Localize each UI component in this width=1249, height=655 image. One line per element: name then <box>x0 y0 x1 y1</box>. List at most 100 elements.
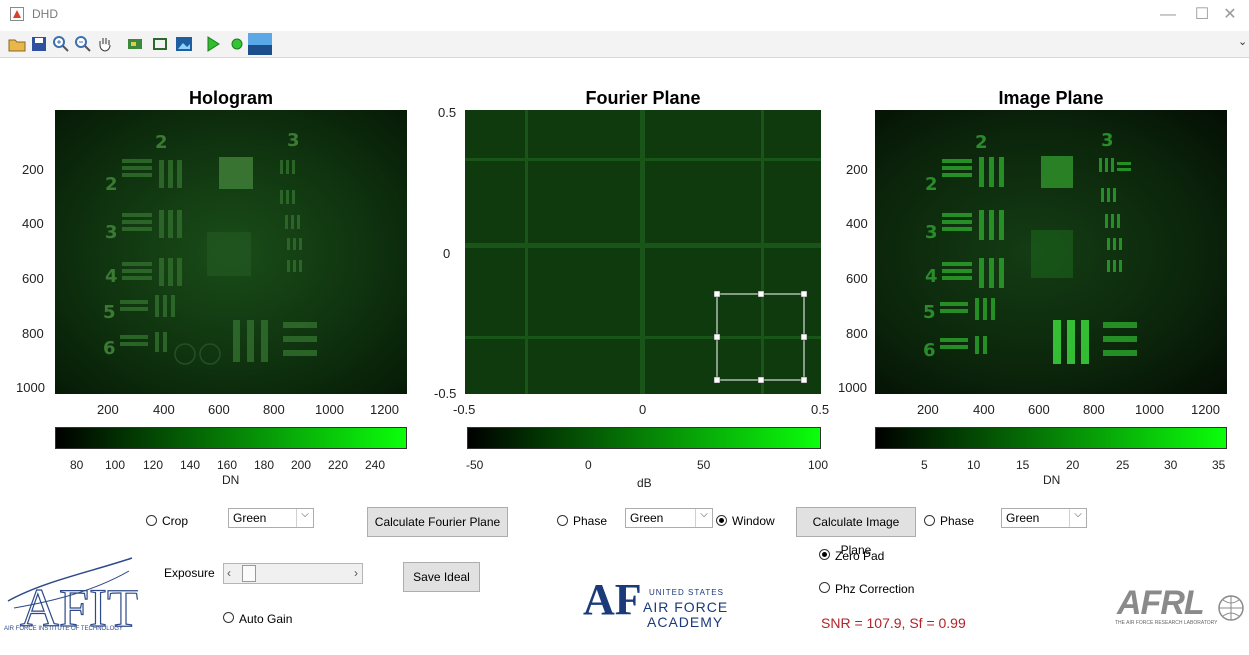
image-plane-xtick: 1000 <box>1135 402 1164 417</box>
usafa-line2: AIR FORCE <box>643 599 729 615</box>
fourier-xtick: 0.5 <box>811 402 830 417</box>
record-icon[interactable] <box>228 35 246 53</box>
crop-label: Crop <box>162 514 189 528</box>
fourier-ytick: 0.5 <box>438 105 457 120</box>
hologram-ytick: 200 <box>22 162 44 177</box>
color-select-3[interactable]: Green ⌵ <box>1001 508 1087 528</box>
zero-pad-label: Zero Pad <box>835 549 885 563</box>
image-plane-digit: 3 <box>1101 130 1114 151</box>
rectangle-icon[interactable] <box>151 35 169 53</box>
hologram-colorbar <box>55 427 407 449</box>
slider-right-arrow[interactable]: › <box>354 566 358 580</box>
collapse-toolbar-icon[interactable]: ⌄ <box>1238 36 1248 48</box>
data-cursor-icon[interactable] <box>126 35 144 53</box>
fourier-title: Fourier Plane <box>585 88 701 108</box>
fourier-colorbar <box>467 427 821 449</box>
image-plane-ytick: 1000 <box>838 380 867 395</box>
image-plane-digit: 4 <box>925 266 938 287</box>
run-icon[interactable] <box>204 35 222 53</box>
window-radio[interactable] <box>716 515 727 526</box>
fourier-cbar-tick: -50 <box>466 458 484 472</box>
slider-thumb[interactable] <box>242 565 256 582</box>
hologram-xtick: 1000 <box>315 402 344 417</box>
afrl-logo: AFRL THE AIR FORCE RESEARCH LABORATORY <box>1113 584 1247 634</box>
calculate-fourier-plane-button[interactable]: Calculate Fourier Plane <box>367 507 508 537</box>
fourier-ytick: 0 <box>443 246 451 261</box>
image-plane-digit: 6 <box>923 340 936 361</box>
image-plane-xtick: 1200 <box>1191 402 1220 417</box>
hologram-digit: 2 <box>105 174 118 195</box>
image-icon[interactable] <box>175 35 193 53</box>
crop-radio[interactable] <box>146 515 157 526</box>
color-select-2[interactable]: Green ⌵ <box>625 508 713 528</box>
chevron-down-icon: ⌵ <box>1069 509 1086 527</box>
hologram-xtick: 600 <box>208 402 230 417</box>
usafa-line1: UNITED STATES <box>649 588 724 597</box>
auto-gain-radio[interactable] <box>223 612 234 623</box>
image-plane-xtick: 600 <box>1028 402 1050 417</box>
auto-gain-label: Auto Gain <box>239 612 293 626</box>
phase-label-2: Phase <box>940 514 975 528</box>
hologram-xtick: 400 <box>153 402 175 417</box>
image-plane-image[interactable]: 2 3 2 3 4 5 6 <box>875 110 1227 394</box>
image-plane-colorbar <box>875 427 1227 449</box>
fourier-cbar-tick: 50 <box>697 458 711 472</box>
phase-radio-2[interactable] <box>924 515 935 526</box>
minimize-button[interactable]: — <box>1160 6 1176 23</box>
phz-correction-label: Phz Correction <box>835 582 915 596</box>
hologram-digit: 3 <box>105 222 118 243</box>
hologram-xtick: 1200 <box>370 402 399 417</box>
hologram-digit: 2 <box>155 132 168 153</box>
image-plane-cbar-tick: 10 <box>967 458 981 472</box>
hologram-image[interactable]: 2 3 2 3 4 5 6 <box>55 110 407 394</box>
image-plane-digit: 2 <box>975 132 988 153</box>
snr-readout: SNR = 107.9, Sf = 0.99 <box>821 615 966 631</box>
chevron-down-icon: ⌵ <box>296 509 313 527</box>
hologram-cbar-tick: 200 <box>291 458 312 472</box>
open-folder-icon[interactable] <box>8 35 26 53</box>
slider-left-arrow[interactable]: ‹ <box>227 566 231 580</box>
chevron-down-icon: ⌵ <box>695 509 712 527</box>
fourier-image[interactable] <box>465 110 821 394</box>
hologram-ytick: 400 <box>22 216 44 231</box>
exposure-slider[interactable]: ‹ › <box>223 563 363 584</box>
afit-subtitle: AIR FORCE INSTITUTE OF TECHNOLOGY <box>4 626 123 632</box>
image-plane-ytick: 800 <box>846 326 868 341</box>
image-plane-title: Image Plane <box>998 88 1104 108</box>
image-plane-cbar-tick: 20 <box>1066 458 1080 472</box>
afit-logo: AFIT AIR FORCE INSTITUTE OF TECHNOLOGY <box>4 556 138 636</box>
hologram-ytick: 800 <box>22 326 44 341</box>
zero-pad-radio[interactable] <box>819 549 830 560</box>
hologram-digit: 4 <box>105 266 118 287</box>
save-icon[interactable] <box>30 35 48 53</box>
hologram-title: Hologram <box>188 88 273 108</box>
hologram-cbar-tick: 160 <box>217 458 238 472</box>
afrl-logo-text: AFRL <box>1117 584 1205 622</box>
image-plane-ytick: 200 <box>846 162 868 177</box>
image-plane-ytick: 600 <box>846 271 868 286</box>
calculate-image-plane-button[interactable]: Calculate Image Plane <box>796 507 916 557</box>
color-select-2-value: Green <box>630 511 664 525</box>
hologram-digit: 6 <box>103 338 116 359</box>
color-select-1[interactable]: Green ⌵ <box>228 508 314 528</box>
phz-correction-radio[interactable] <box>819 582 830 593</box>
window-label: Window <box>732 514 775 528</box>
phase-radio-1[interactable] <box>557 515 568 526</box>
display-icon[interactable] <box>248 33 272 55</box>
hologram-cbar-label: DN <box>222 473 240 487</box>
fourier-cbar-tick: 0 <box>585 458 592 472</box>
maximize-button[interactable]: ☐ <box>1194 6 1210 23</box>
pan-icon[interactable] <box>96 35 114 53</box>
fourier-ytick: -0.5 <box>434 386 457 401</box>
close-button[interactable]: ✕ <box>1223 6 1237 23</box>
exposure-label: Exposure <box>164 566 215 580</box>
usafa-logo: AF UNITED STATES AIR FORCE ACADEMY <box>583 578 733 632</box>
hologram-cbar-tick: 100 <box>105 458 126 472</box>
color-select-1-value: Green <box>233 511 267 525</box>
zoom-in-icon[interactable] <box>52 35 70 53</box>
zoom-out-icon[interactable] <box>74 35 92 53</box>
image-plane-xtick: 200 <box>917 402 939 417</box>
image-plane-cbar-tick: 15 <box>1016 458 1030 472</box>
matlab-app-icon <box>10 7 24 21</box>
save-ideal-button[interactable]: Save Ideal <box>403 562 480 592</box>
